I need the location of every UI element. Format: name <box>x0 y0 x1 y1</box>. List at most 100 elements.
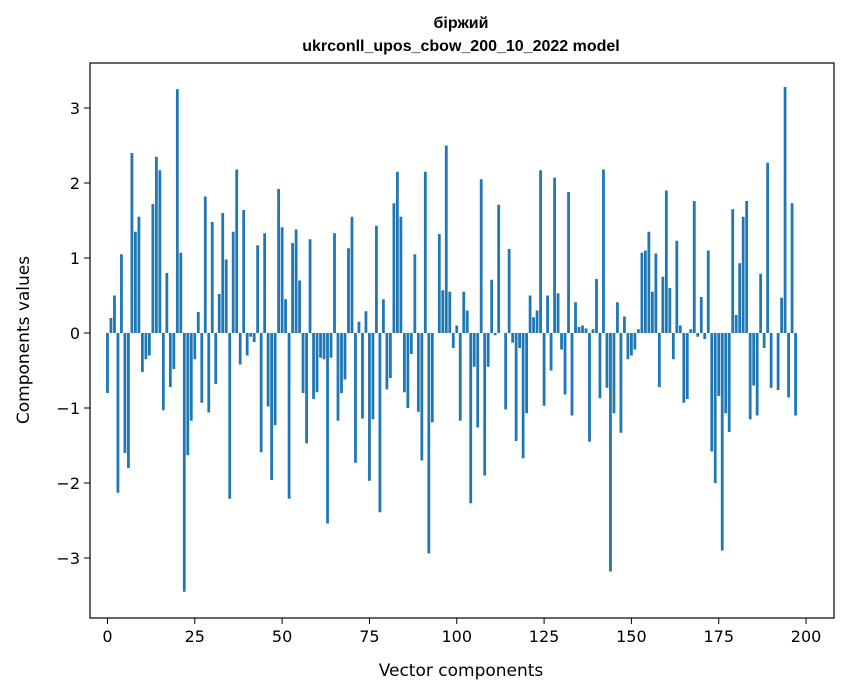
bar <box>120 254 123 333</box>
bar <box>291 243 294 333</box>
bar <box>207 333 211 413</box>
y-tick-label: −3 <box>56 549 80 568</box>
bar <box>298 280 301 333</box>
y-tick-label: 2 <box>70 174 80 193</box>
bar <box>217 294 221 333</box>
bar <box>706 250 710 333</box>
bar <box>602 169 605 333</box>
bar <box>287 333 291 499</box>
bar <box>256 245 260 333</box>
y-tick-label: 1 <box>70 249 80 268</box>
bar <box>710 333 714 452</box>
bar <box>539 170 542 333</box>
bar <box>277 189 281 333</box>
bar <box>650 291 654 333</box>
bar <box>469 333 473 504</box>
bar <box>483 333 487 476</box>
bar <box>451 333 455 348</box>
bar <box>605 333 609 388</box>
y-tick-label: −1 <box>56 399 80 418</box>
bar <box>640 252 644 333</box>
bar <box>305 333 308 444</box>
bar <box>172 333 176 369</box>
bar <box>179 252 183 333</box>
bar <box>402 333 406 393</box>
x-tick-label: 75 <box>359 627 379 646</box>
bar <box>441 290 445 333</box>
bar <box>682 333 686 403</box>
bar <box>490 279 494 333</box>
bar <box>106 333 109 393</box>
bar <box>626 333 630 360</box>
x-tick-label: 125 <box>529 627 560 646</box>
y-tick-label: 0 <box>70 324 80 343</box>
bar <box>375 225 378 333</box>
bar <box>479 179 483 333</box>
y-axis-ticks: −3 −2 −1 0 1 2 3 <box>56 99 90 568</box>
chart-subtitle: ukrconll_upos_cbow_200_10_2022 model <box>302 38 619 55</box>
x-axis-label: Vector components <box>379 661 544 681</box>
bar <box>780 297 783 333</box>
chart-title: біржий <box>434 15 489 32</box>
bar <box>399 216 403 333</box>
bar <box>284 299 287 333</box>
bar <box>430 333 434 423</box>
bar <box>364 311 368 333</box>
bar <box>347 248 350 333</box>
x-axis-ticks: 0 25 50 75 100 125 150 175 200 <box>102 618 821 646</box>
bar <box>168 333 172 387</box>
bar <box>389 333 392 378</box>
bar <box>154 156 158 333</box>
bar <box>595 279 598 333</box>
bar <box>109 318 113 333</box>
bar <box>560 333 563 350</box>
bar <box>591 329 595 333</box>
bar <box>238 333 242 365</box>
bar <box>141 333 144 372</box>
bar <box>444 145 448 333</box>
x-tick-label: 200 <box>791 627 822 646</box>
bar <box>570 333 574 416</box>
bar <box>231 231 235 333</box>
bar <box>343 333 347 380</box>
bar <box>741 216 745 333</box>
bar <box>654 253 658 333</box>
bar <box>486 333 490 367</box>
plot-frame <box>89 62 835 619</box>
bar <box>511 333 515 343</box>
bar <box>322 333 326 360</box>
bar <box>165 273 169 333</box>
bar <box>116 333 120 493</box>
bar <box>214 333 218 384</box>
bar <box>623 316 626 333</box>
bar <box>448 291 452 333</box>
bar <box>612 333 616 414</box>
bar <box>619 333 623 433</box>
bar <box>462 291 466 333</box>
bar <box>406 333 410 408</box>
bar <box>130 153 134 333</box>
bar <box>315 333 319 393</box>
bar <box>766 162 770 333</box>
bar <box>755 333 759 416</box>
bar <box>158 170 162 333</box>
bar <box>361 333 364 419</box>
bar <box>416 333 420 412</box>
bar <box>556 293 560 333</box>
bar <box>458 333 462 421</box>
bar <box>643 250 647 333</box>
bar <box>745 201 749 333</box>
bar <box>567 192 570 333</box>
x-tick-label: 150 <box>616 627 647 646</box>
bar <box>242 210 246 333</box>
bar <box>518 333 522 348</box>
bar <box>507 249 511 333</box>
bar <box>657 333 661 387</box>
bar <box>783 87 787 333</box>
bar <box>326 333 329 524</box>
bar <box>228 333 232 499</box>
bar <box>382 299 385 333</box>
bar <box>542 333 546 406</box>
bar <box>137 216 141 333</box>
bar <box>563 333 567 395</box>
